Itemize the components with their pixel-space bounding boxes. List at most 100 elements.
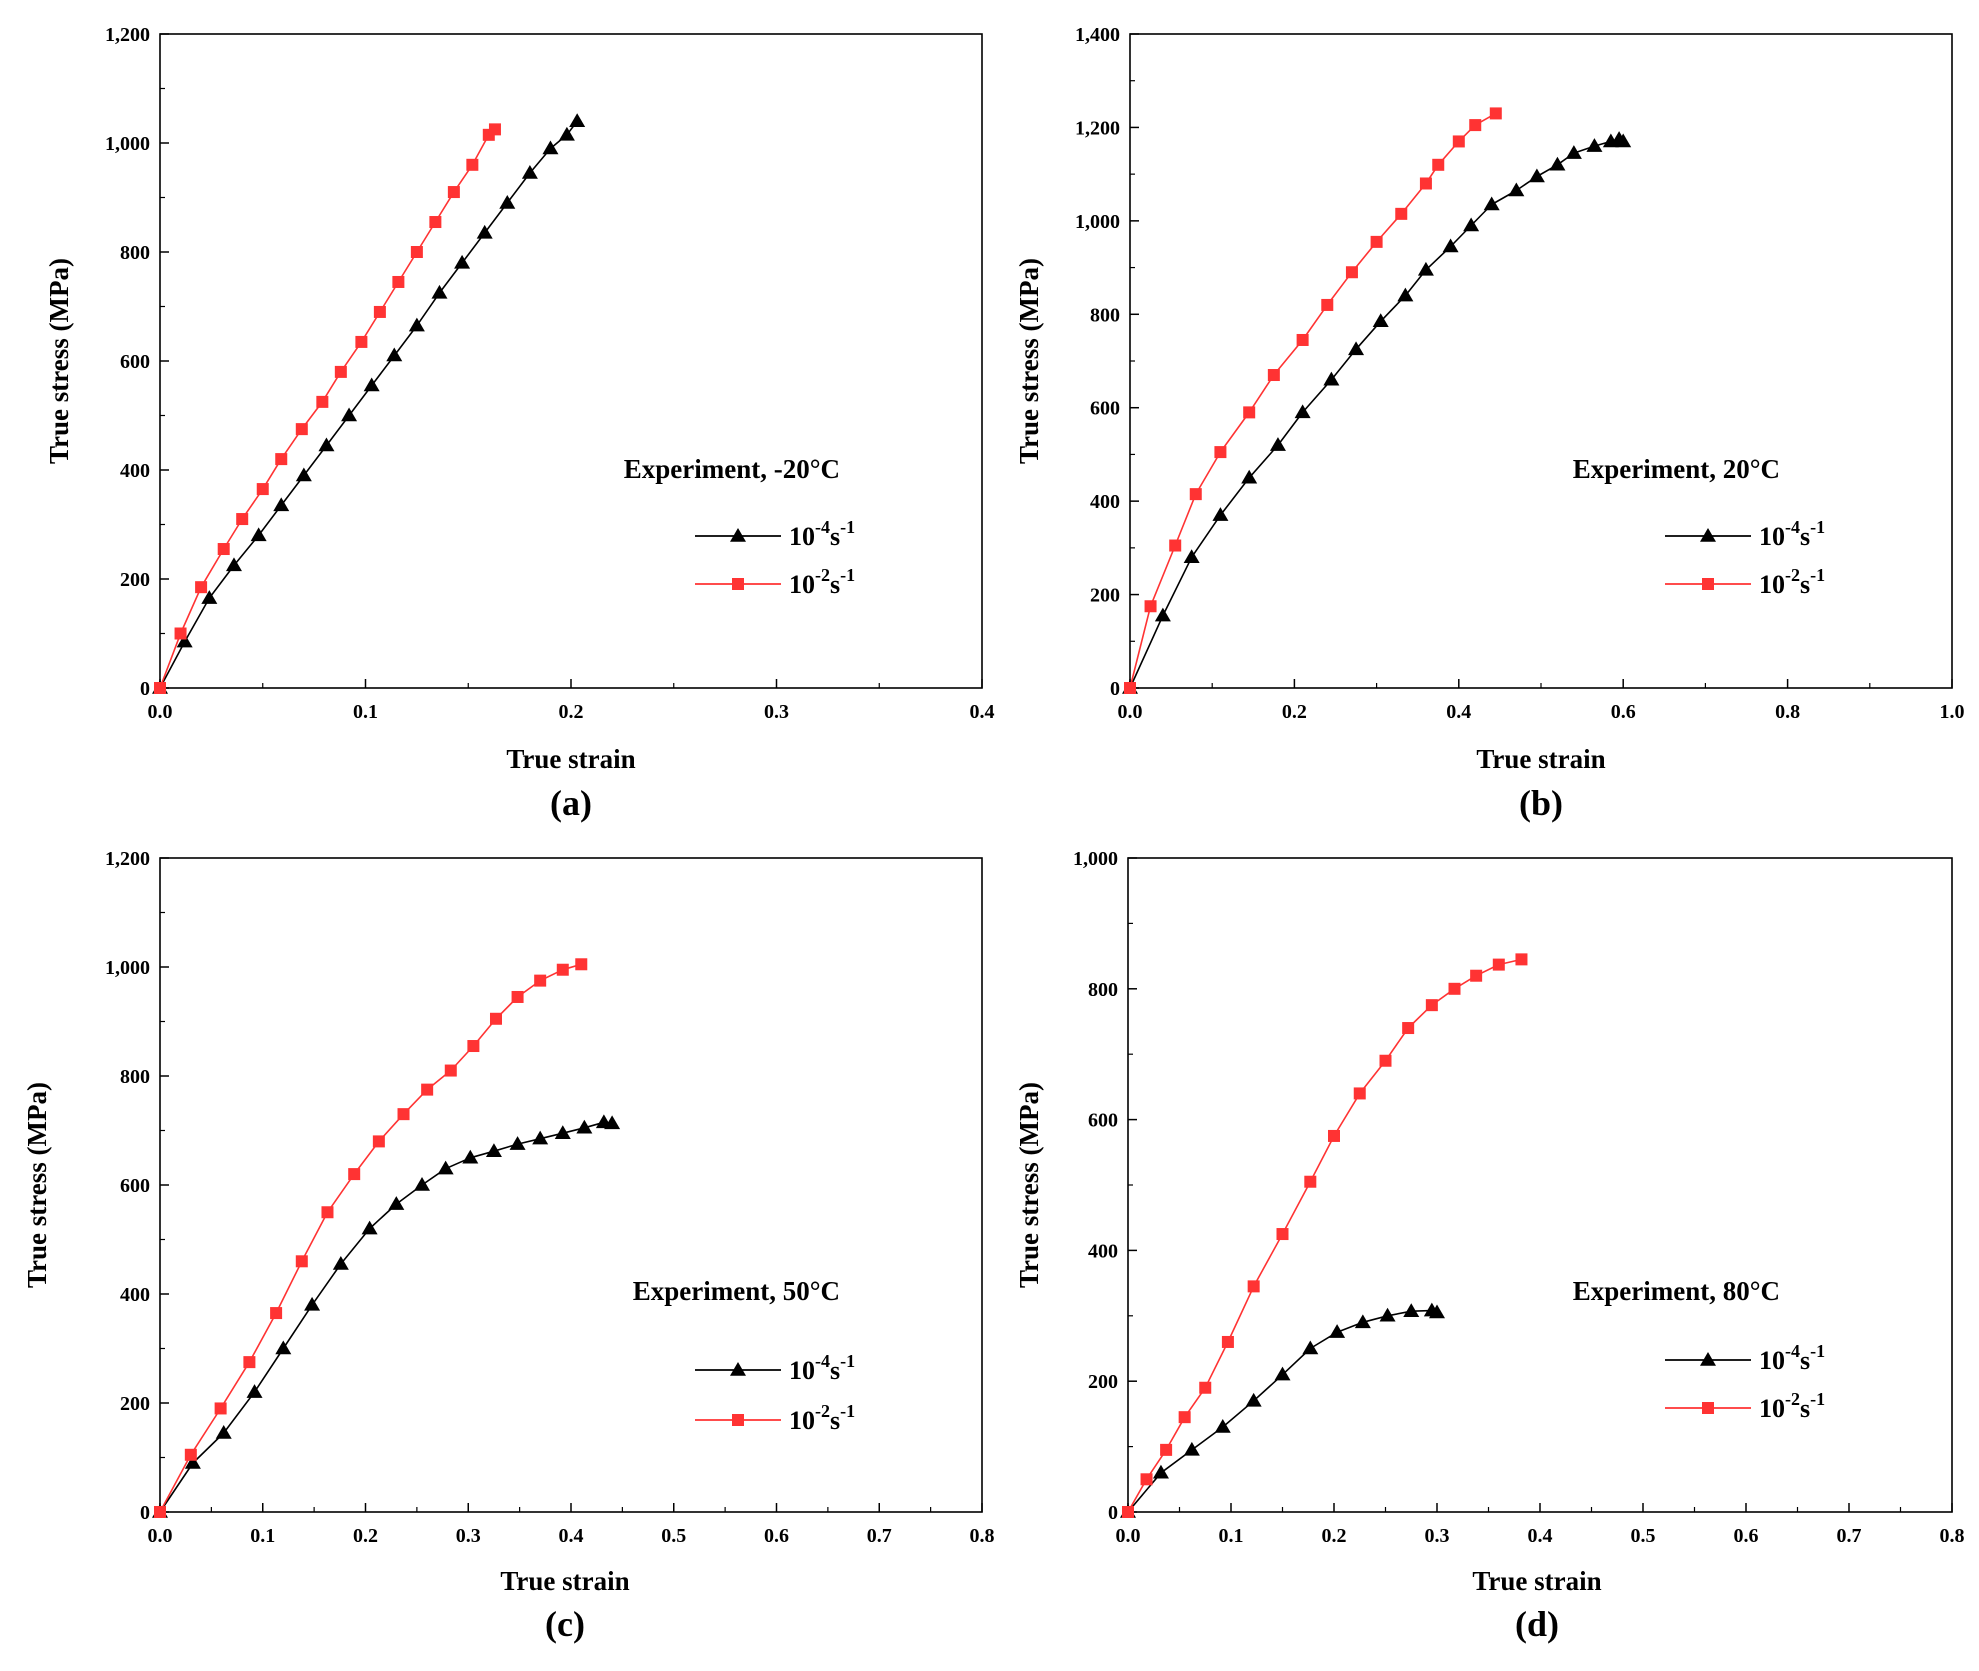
data-point — [1274, 1366, 1291, 1381]
data-point — [1345, 266, 1358, 279]
data-point — [521, 164, 538, 179]
series-rate-1e-4 — [1120, 1302, 1445, 1518]
legend-entry: 10-2s-1 — [1665, 1389, 1825, 1423]
legend: Experiment, 80°C10-4s-110-2s-1 — [1573, 1276, 1825, 1423]
legend-label: 10-2s-1 — [1759, 565, 1825, 599]
data-point — [372, 1135, 385, 1148]
x-tick-label: 0.2 — [353, 1525, 378, 1547]
legend-label-unit: s — [830, 570, 840, 599]
data-point — [1354, 1314, 1371, 1329]
data-point — [386, 347, 403, 362]
data-point — [558, 126, 575, 141]
legend-label-exp2: -1 — [1810, 517, 1825, 537]
data-point — [332, 1256, 349, 1270]
data-point — [321, 1206, 334, 1219]
data-point — [246, 1384, 263, 1398]
data-point — [454, 254, 471, 269]
x-tick-label: 0.7 — [867, 1525, 892, 1547]
legend-label-unit: s — [830, 1356, 840, 1385]
legend-label-unit: s — [1800, 1394, 1810, 1423]
y-tick-label: 1,400 — [1075, 24, 1120, 46]
x-tick-label: 0.8 — [970, 1525, 995, 1547]
data-point — [217, 543, 230, 556]
data-point — [348, 1168, 361, 1181]
series-rate-1e-4 — [1122, 131, 1632, 694]
legend-label-exp1: -4 — [1785, 517, 1800, 537]
data-point — [295, 423, 308, 436]
data-point — [392, 275, 405, 288]
data-point — [174, 627, 187, 640]
legend: Experiment, -20°C10-4s-110-2s-1 — [624, 454, 855, 599]
x-tick-label: 0.2 — [559, 701, 584, 723]
legend-label: 10-4s-1 — [1759, 517, 1825, 551]
data-point — [1267, 369, 1280, 382]
chart-panel-b: 0.0 0.2 0.4 0.6 0.8 1.0 0 200 400 600 800 1,000 1,20… — [1014, 24, 1965, 823]
data-point — [1294, 404, 1311, 419]
data-point — [1348, 341, 1365, 356]
series-line — [159, 128, 496, 689]
x-tick-label: 0.5 — [1631, 1525, 1656, 1547]
data-point — [215, 1424, 232, 1439]
data-point — [176, 633, 193, 648]
y-tick-label: 1,000 — [1075, 211, 1120, 233]
legend-label-unit: s — [1800, 1346, 1810, 1375]
data-point — [363, 377, 380, 392]
data-point — [355, 335, 368, 348]
data-point — [1379, 1307, 1396, 1322]
series-line — [159, 120, 578, 689]
y-tick-label: 1,200 — [1075, 117, 1120, 139]
data-point — [1178, 1411, 1191, 1424]
data-point — [154, 1506, 166, 1518]
x-axis-label: True strain — [1472, 1566, 1601, 1596]
legend-entry: 10-2s-1 — [695, 565, 855, 599]
data-point — [243, 1356, 256, 1369]
x-tick-label: 0.8 — [1775, 701, 1800, 723]
y-tick-label: 1,000 — [105, 133, 150, 155]
x-tick-label: 1.0 — [1940, 701, 1965, 723]
data-point — [341, 407, 358, 422]
legend-label-exp1: -2 — [1785, 1389, 1800, 1409]
data-point — [361, 1220, 378, 1235]
data-point — [1154, 607, 1171, 622]
data-point — [467, 1040, 480, 1053]
legend-entry: 10-4s-1 — [695, 1351, 855, 1385]
data-point — [1417, 261, 1434, 276]
data-point — [1329, 1324, 1346, 1338]
y-tick-label: 400 — [1088, 1240, 1118, 1262]
y-tick-label: 600 — [1088, 1110, 1118, 1132]
data-point — [1370, 235, 1383, 248]
legend: Experiment, 50°C10-4s-110-2s-1 — [633, 1276, 855, 1435]
data-point — [488, 123, 501, 136]
x-tick-label: 0.3 — [764, 701, 789, 723]
y-tick-label: 400 — [120, 460, 150, 482]
data-point — [236, 513, 249, 526]
y-tick-label: 200 — [1088, 1371, 1118, 1393]
legend-label: 10-4s-1 — [789, 1351, 855, 1385]
x-tick-label: 0.4 — [970, 701, 995, 723]
x-tick-label: 0.2 — [1322, 1525, 1347, 1547]
data-point — [1304, 1175, 1317, 1188]
data-point — [1403, 1303, 1420, 1317]
y-tick-label: 1,000 — [1073, 848, 1118, 870]
legend-label-exp2: -1 — [1810, 1341, 1825, 1361]
panel-label: (b) — [1519, 783, 1563, 823]
data-point — [275, 1340, 292, 1355]
data-point — [184, 1448, 197, 1461]
data-point — [1243, 406, 1256, 419]
legend-marker — [730, 528, 746, 542]
legend-title: Experiment, 20°C — [1573, 454, 1780, 484]
x-tick-label: 0.0 — [1116, 1525, 1141, 1547]
data-point — [1323, 371, 1340, 386]
data-point — [447, 186, 460, 199]
series-line — [1127, 958, 1522, 1513]
y-axis-label: True stress (MPa) — [44, 258, 74, 464]
data-point — [295, 1255, 308, 1268]
legend-label: 10-2s-1 — [789, 565, 855, 599]
data-point — [1221, 1335, 1234, 1348]
data-point — [1395, 207, 1408, 220]
y-tick-label: 0 — [1110, 678, 1120, 700]
y-tick-label: 800 — [1088, 979, 1118, 1001]
data-point — [1429, 1304, 1445, 1319]
data-point — [429, 216, 442, 229]
legend-entry: 10-2s-1 — [1665, 565, 1825, 599]
